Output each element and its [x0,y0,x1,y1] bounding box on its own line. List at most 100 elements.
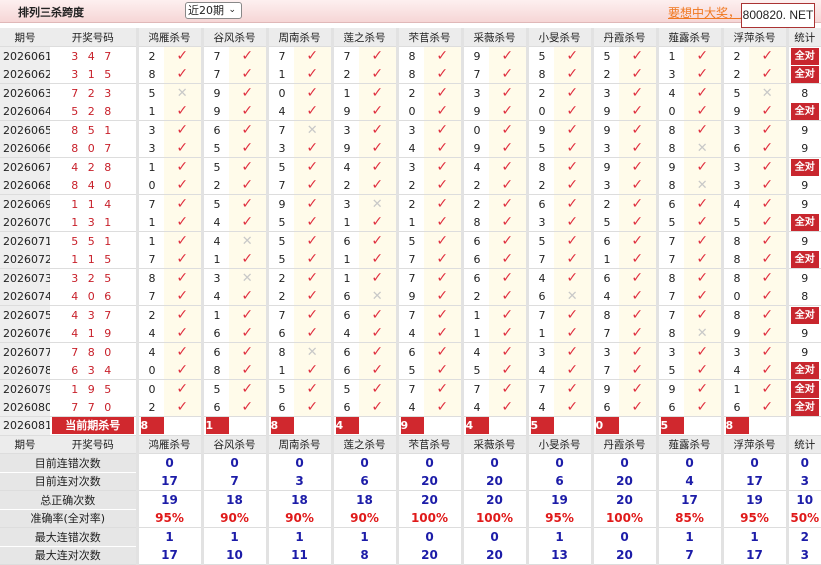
check-icon: ✓ [306,214,319,230]
stats-value: 0 [720,453,787,472]
check-icon: ✓ [566,270,579,286]
correct-count: 9 [801,271,809,285]
check-icon: ✓ [631,48,644,64]
period-cell: 2026071 [0,231,50,250]
result-cell: ✓ [294,250,332,269]
kill-number-cell: 6 [655,194,684,213]
result-cell: ✓ [749,231,787,250]
kill-number-cell: 5 [200,194,229,213]
cross-icon: ✕ [176,85,188,101]
kill-number-cell: 7 [460,379,489,398]
kill-number-cell: 5 [265,379,294,398]
check-icon: ✓ [241,381,254,397]
result-cell: ✓ [554,379,592,398]
kill-number-cell: 4 [525,268,554,287]
check-icon: ✓ [566,196,579,212]
column-header-stat: 统计 [785,28,821,47]
check-icon: ✓ [566,251,579,267]
result-cell: ✓ [164,46,202,65]
check-icon: ✓ [501,251,514,267]
result-cell: ✓ [359,213,397,232]
result-cell: ✓ [749,139,787,158]
kill-number-cell: 7 [135,287,164,306]
result-cell: ✓ [229,157,267,176]
kill-number-cell: 9 [460,46,489,65]
chevron-down-icon: ⌄ [228,5,236,15]
check-icon: ✓ [176,362,189,378]
cross-icon: ✕ [696,325,708,341]
stat-cell: 9 [785,139,821,158]
stats-label: 最大连对次数 [0,546,137,565]
result-cell: ✓ [229,194,267,213]
result-cell: ✓ [424,157,462,176]
check-icon: ✓ [371,344,384,360]
result-cell: ✕ [684,139,722,158]
result-cell: ✓ [294,305,332,324]
check-icon: ✓ [306,140,319,156]
check-icon: ✓ [501,159,514,175]
kill-number-cell: 3 [525,342,554,361]
draw-number-cell: 8 5 1 [71,123,115,137]
check-icon: ✓ [501,85,514,101]
result-cell: ✓ [554,120,592,139]
result-cell: ✓ [424,213,462,232]
kill-number-cell: 2 [395,176,424,195]
stat-cell: 9 [785,268,821,287]
stats-row: 最大连对次数 17 10 11 8 20 20 13 20 7 17 3 [0,546,821,565]
kill-number-cell: 6 [330,398,359,417]
result-cell: ✓ [489,361,527,380]
check-icon: ✓ [176,288,189,304]
header-row: 期号 开奖号码 鸿雁杀号 谷风杀号 周南杀号 莲之杀号 芣苢杀号 采薇杀号 小旻杀号 丹霞杀号 薤露… [0,28,821,47]
kill-number-cell: 7 [655,231,684,250]
result-cell: ✓ [294,361,332,380]
period-cell: 2026067 [0,157,50,176]
check-icon: ✓ [566,233,579,249]
stats-value: 0 [200,453,267,472]
result-cell: ✓ [489,398,527,417]
cross-icon: ✕ [696,177,708,193]
kill-number-cell: 4 [720,194,749,213]
result-cell: ✓ [489,139,527,158]
result-cell: ✓ [749,194,787,213]
kill-number-cell: 1 [720,379,749,398]
column-header-kill: 浮萍杀号 [720,28,787,47]
check-icon: ✓ [501,177,514,193]
stats-value: 1 [330,527,397,546]
period-cell: 2026072 [0,250,50,269]
stats-value: 90% [330,509,397,528]
stats-value: 2 [785,527,821,546]
result-cell: ✓ [749,342,787,361]
check-icon: ✓ [631,196,644,212]
result-cell: ✓ [554,361,592,380]
check-icon: ✓ [696,48,709,64]
kill-number-cell: 7 [135,194,164,213]
check-icon: ✓ [306,399,319,415]
kill-number-cell: 2 [525,176,554,195]
kill-number-cell: 8 [720,305,749,324]
current-kill-number: 4 [335,417,359,435]
header-row: 期号 开奖号码 鸿雁杀号 谷风杀号 周南杀号 莲之杀号 芣苢杀号 采薇杀号 小旻杀号 丹霞杀号 薤露… [0,435,821,454]
result-cell: ✓ [359,324,397,343]
check-icon: ✓ [631,159,644,175]
stats-value: 17 [135,472,202,491]
result-cell: ✓ [164,139,202,158]
current-kill-number: 1 [205,417,229,435]
kill-number-cell: 4 [720,361,749,380]
result-cell: ✓ [424,361,462,380]
check-icon: ✓ [501,66,514,82]
check-icon: ✓ [241,344,254,360]
empty-cell [359,416,397,436]
draw-number-cell: 7 7 0 [50,398,137,417]
period-range-select[interactable]: 近20期 ⌄ [185,2,242,19]
check-icon: ✓ [371,177,384,193]
result-cell: ✓ [554,213,592,232]
check-icon: ✓ [306,325,319,341]
current-kill-number: 8 [270,417,294,435]
check-icon: ✓ [176,122,189,138]
result-cell: ✕ [554,287,592,306]
check-icon: ✓ [176,177,189,193]
result-cell: ✓ [424,102,462,121]
promo-link[interactable]: 要想中大奖，天 [668,6,753,20]
kill-number-cell: 3 [590,83,619,102]
stat-cell: 8 [785,83,821,102]
